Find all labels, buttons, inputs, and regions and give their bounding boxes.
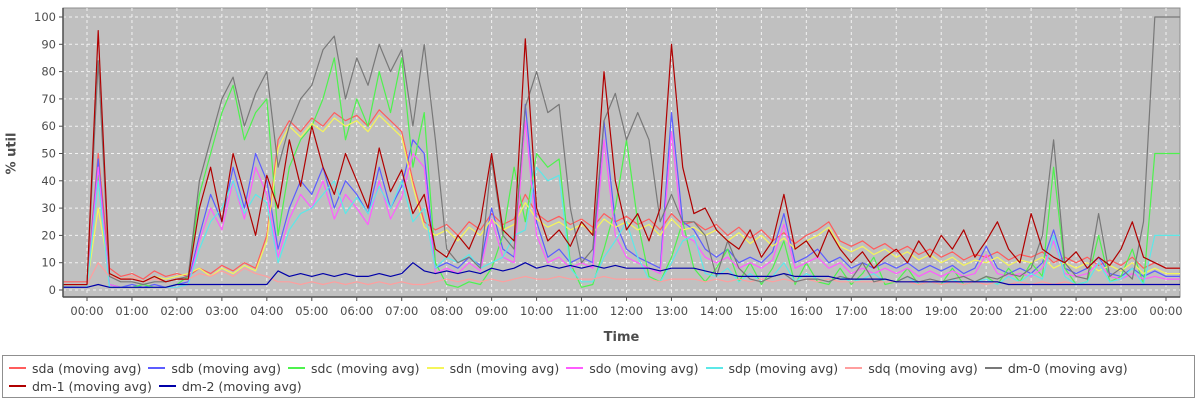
x-tick-label: 00:00 (1149, 304, 1182, 318)
y-tick-label: 0 (49, 283, 56, 297)
legend-marker-sdq (845, 367, 863, 369)
legend-label-dm-0: dm-0 (moving avg) (1007, 360, 1128, 376)
legend-marker-sdo (566, 367, 584, 369)
x-tick-label: 03:00 (205, 304, 238, 318)
series-line-dm-1 (62, 30, 1180, 286)
legend-label-sdq: sdq (moving avg) (868, 360, 978, 376)
series-line-dm-0 (62, 16, 1180, 286)
legend-label-sda: sda (moving avg) (32, 360, 142, 376)
legend-item-sdp: sdp (moving avg) (705, 359, 839, 377)
legend-marker-dm-1 (9, 385, 26, 387)
x-tick-label: 00:00 (70, 304, 103, 318)
x-axis-title: Time (603, 330, 640, 345)
x-tick-label: 16:00 (790, 304, 823, 318)
y-tick-label: 100 (34, 10, 56, 24)
legend-marker-dm-2 (158, 385, 176, 387)
legend-item-dm-0: dm-0 (moving avg) (984, 359, 1128, 377)
y-tick-label: 70 (41, 92, 56, 106)
y-tick-label: 30 (41, 201, 56, 215)
legend-label-sdo: sdo (moving avg) (589, 360, 699, 376)
x-tick-label: 04:00 (250, 304, 283, 318)
x-tick-label: 17:00 (835, 304, 868, 318)
x-tick-label: 19:00 (925, 304, 958, 318)
x-tick-label: 20:00 (970, 304, 1003, 318)
x-tick-label: 15:00 (745, 304, 778, 318)
x-tick-label: 18:00 (880, 304, 913, 318)
legend-item-sda: sda (moving avg) (9, 359, 141, 377)
x-tick-label: 10:00 (520, 304, 553, 318)
legend-label-sdb: sdb (moving avg) (171, 360, 281, 376)
series-line-sdq (62, 262, 1180, 286)
x-tick-label: 22:00 (1060, 304, 1093, 318)
chart-legend: sda (moving avg) sdb (moving avg) sdc (mov… (2, 355, 1195, 398)
legend-item-dm-1: dm-1 (moving avg) (9, 377, 152, 395)
x-tick-label: 06:00 (340, 304, 373, 318)
x-tick-label: 23:00 (1104, 304, 1137, 318)
x-tick-label: 02:00 (160, 304, 193, 318)
x-tick-label: 11:00 (565, 304, 598, 318)
legend-item-sdq: sdq (moving avg) (845, 359, 978, 377)
series-line-sda (62, 109, 1180, 283)
chart-plot: 0 10 20 30 40 50 60 70 80 90 100 00:00 01:00 02:00 03:… (34, 7, 1183, 318)
x-tick-label: 09:00 (475, 304, 508, 318)
y-axis-title: % util (4, 132, 20, 175)
y-tick-label: 60 (41, 119, 56, 133)
legend-marker-sdp (705, 367, 723, 369)
legend-label-sdc: sdc (moving avg) (311, 360, 420, 376)
legend-marker-dm-0 (984, 367, 1002, 369)
legend-label-dm-2: dm-2 (moving avg) (181, 378, 302, 394)
legend-item-sdo: sdo (moving avg) (566, 359, 699, 377)
legend-item-sdc: sdc (moving avg) (288, 359, 420, 377)
x-tick-label: 05:00 (295, 304, 328, 318)
y-tick-label: 90 (41, 37, 56, 51)
y-tick-label: 80 (41, 65, 56, 79)
gridlines (63, 8, 1180, 297)
x-tick-label: 14:00 (700, 304, 733, 318)
legend-marker-sdb (148, 367, 166, 369)
legend-item-sdb: sdb (moving avg) (148, 359, 281, 377)
legend-marker-sda (9, 367, 26, 369)
y-tick-label: 50 (41, 147, 56, 161)
x-tick-label: 07:00 (385, 304, 418, 318)
series-line-dm-2 (62, 262, 1180, 288)
plot-area (62, 7, 1181, 298)
legend-label-sdp: sdp (moving avg) (728, 360, 839, 376)
x-tick-label: 01:00 (115, 304, 148, 318)
series-line-sdo (62, 120, 1180, 288)
legend-label-dm-1: dm-1 (moving avg) (32, 378, 152, 394)
x-tick-label: 12:00 (610, 304, 643, 318)
x-tick-label: 08:00 (430, 304, 463, 318)
legend-item-sdn: sdn (moving avg) (426, 359, 560, 377)
legend-item-dm-2: dm-2 (moving avg) (158, 377, 302, 395)
y-tick-label: 10 (41, 256, 56, 270)
legend-marker-sdc (288, 367, 305, 369)
x-tick-label: 21:00 (1015, 304, 1048, 318)
y-tick-label: 20 (41, 228, 56, 242)
series-line-sdb (62, 103, 1180, 288)
legend-marker-sdn (426, 367, 444, 369)
y-tick-label: 40 (41, 174, 56, 188)
legend-label-sdn: sdn (moving avg) (449, 360, 560, 376)
x-tick-label: 13:00 (655, 304, 688, 318)
